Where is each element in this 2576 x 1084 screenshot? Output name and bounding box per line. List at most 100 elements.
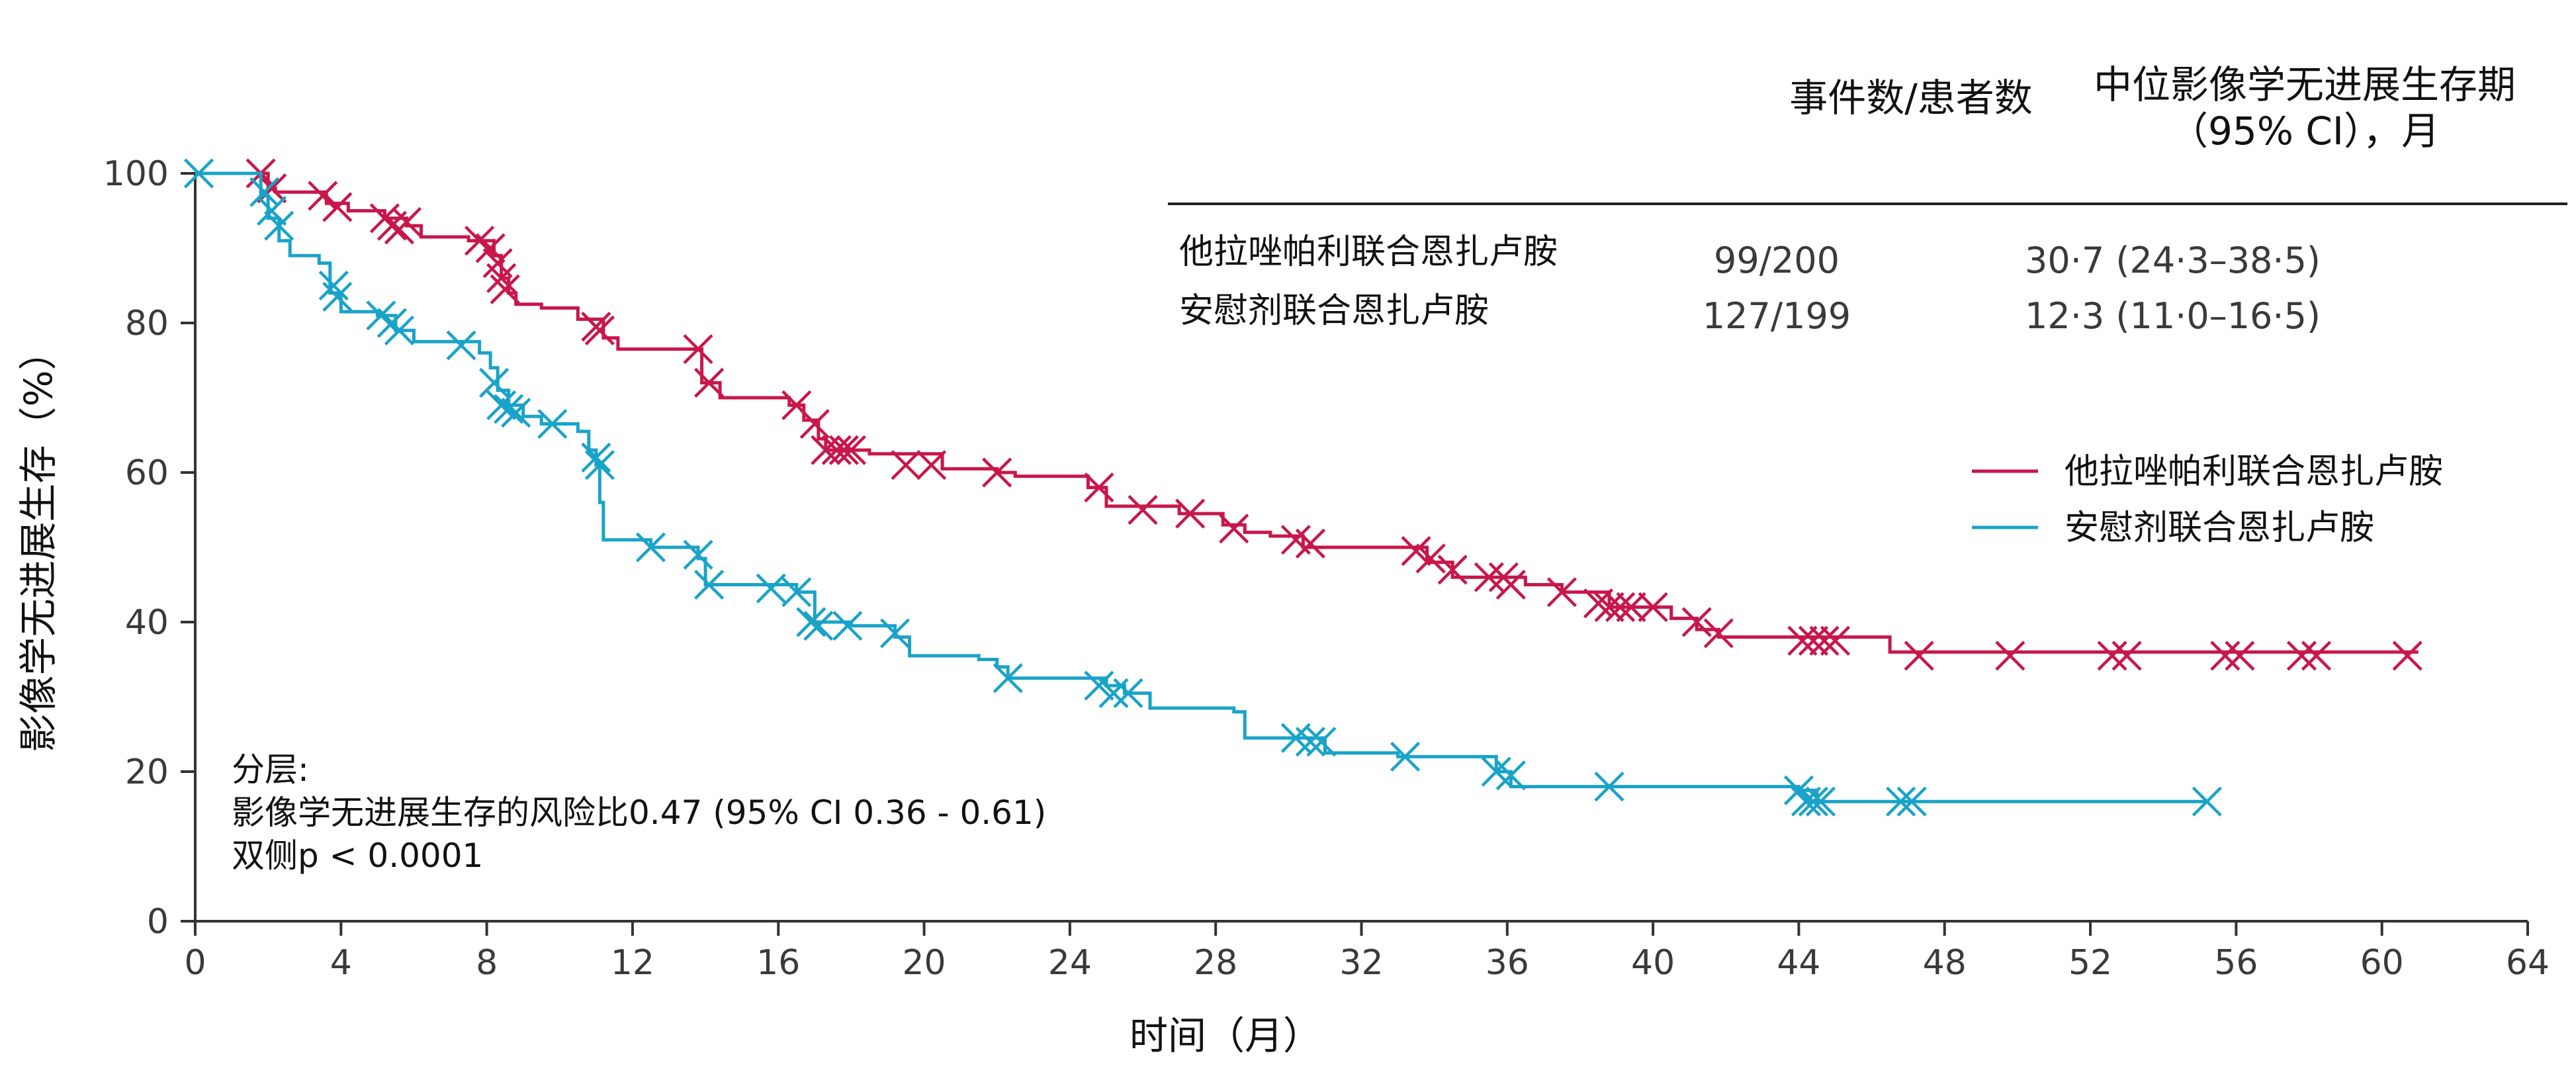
y-ticks: 0 20 40 60 80 100 xyxy=(103,154,195,942)
x-tick-label: 32 xyxy=(1339,943,1383,983)
table-row2-events: 127/199 xyxy=(1703,295,1851,337)
censor-mark xyxy=(537,408,568,439)
censor-mark xyxy=(1546,577,1577,608)
censor-mark xyxy=(264,210,294,241)
x-tick-label: 48 xyxy=(1923,943,1967,983)
censor-mark xyxy=(799,408,830,439)
censor-mark xyxy=(1896,786,1927,817)
table-header-events: 事件数/患者数 xyxy=(1789,75,2033,120)
legend-label-placebo: 安慰剂联合恩扎卢胺 xyxy=(2065,508,2374,548)
censor-mark xyxy=(1820,625,1851,656)
censor-mark xyxy=(1401,536,1431,566)
censor-mark xyxy=(2097,641,2127,671)
censor-mark xyxy=(1805,786,1836,817)
censor-mark xyxy=(828,435,859,465)
table-row1-name: 他拉唑帕利联合恩扎卢胺 xyxy=(1179,232,1558,272)
censor-mark xyxy=(1791,786,1822,817)
censor-mark xyxy=(446,330,476,361)
censor-mark xyxy=(683,539,713,570)
censor-mark xyxy=(1886,786,1916,817)
censor-mark xyxy=(183,158,214,189)
results-table: 事件数/患者数 中位影像学无进展生存期 （95% CI），月 他拉唑帕利联合恩扎… xyxy=(1168,62,2567,337)
series-layer xyxy=(183,158,2422,817)
table-row2-median: 12·3 (11·0–16·5) xyxy=(2025,295,2321,337)
y-tick-label: 20 xyxy=(125,752,169,792)
censor-mark xyxy=(318,270,349,301)
censor-mark xyxy=(1616,592,1646,622)
x-tick-label: 40 xyxy=(1631,943,1675,983)
censor-mark xyxy=(1681,607,1712,637)
censor-mark xyxy=(1437,555,1468,585)
censor-mark xyxy=(1495,569,1526,600)
axes: 0 4 8 12 16 20 24 28 32 36 40 44 48 52 56 60 64 02040608… xyxy=(103,154,2550,983)
censor-mark xyxy=(1594,772,1624,802)
x-tick-label: 16 xyxy=(756,943,800,983)
censor-mark xyxy=(821,435,852,465)
censor-mark xyxy=(1703,618,1734,649)
censor-mark xyxy=(1306,727,1337,757)
censor-mark xyxy=(486,390,517,420)
censor-mark xyxy=(2286,641,2317,671)
censor-mark xyxy=(584,315,615,345)
censor-mark xyxy=(1638,592,1668,622)
x-tick-label: 52 xyxy=(2068,943,2112,983)
censor-mark xyxy=(2225,641,2255,671)
x-tick-label: 36 xyxy=(1486,943,1529,983)
censor-mark xyxy=(501,398,531,428)
censor-mark xyxy=(1415,543,1446,574)
censor-mark xyxy=(494,394,524,424)
censor-mark xyxy=(982,457,1012,488)
censor-mark xyxy=(2301,641,2332,671)
x-tick-label: 44 xyxy=(1777,943,1820,983)
censor-mark xyxy=(1904,641,1934,671)
censor-mark xyxy=(2192,786,2222,817)
censor-mark xyxy=(803,611,834,641)
x-ticks: 0 4 8 12 16 20 24 28 32 36 40 44 48 52 56 60 64 xyxy=(184,921,2550,983)
x-tick-label: 12 xyxy=(611,943,654,983)
censor-mark xyxy=(1390,741,1421,772)
censor-mark xyxy=(2392,641,2422,671)
censor-mark xyxy=(836,435,867,465)
censor-mark xyxy=(1798,786,1829,817)
censor-mark xyxy=(1175,498,1206,529)
y-tick-label: 60 xyxy=(125,453,169,493)
censor-mark xyxy=(1474,562,1504,592)
censor-mark xyxy=(2111,641,2142,671)
x-tick-label: 20 xyxy=(902,943,946,983)
censor-mark xyxy=(635,532,666,563)
table-row1-events: 99/200 xyxy=(1714,240,1840,281)
censor-mark xyxy=(1495,760,1526,791)
censor-mark xyxy=(584,450,615,480)
censor-mark xyxy=(993,663,1023,694)
annotation-line1: 分层: xyxy=(232,750,309,789)
censor-mark xyxy=(1084,473,1114,503)
censor-mark xyxy=(1219,514,1249,544)
annotation-line2: 影像学无进展生存的风险比0.47 (95% CI 0.36 - 0.61) xyxy=(232,793,1046,832)
series-line xyxy=(195,171,2419,654)
censor-mark xyxy=(391,206,422,238)
x-axis-title: 时间（月） xyxy=(1130,1013,1321,1058)
censor-mark xyxy=(683,334,713,365)
y-tick-label: 80 xyxy=(125,304,169,343)
censor-mark xyxy=(781,577,812,608)
x-tick-label: 0 xyxy=(184,943,206,983)
censor-mark xyxy=(249,177,280,207)
censor-mark xyxy=(1295,727,1325,757)
censor-mark xyxy=(796,607,826,637)
x-tick-label: 4 xyxy=(330,943,352,983)
table-row1-median: 30·7 (24·3–38·5) xyxy=(2025,240,2321,281)
x-tick-label: 64 xyxy=(2506,943,2550,983)
censor-mark xyxy=(1128,494,1158,525)
y-tick-label: 100 xyxy=(103,154,169,194)
legend-label-talazoparib: 他拉唑帕利联合恩扎卢胺 xyxy=(2065,452,2443,492)
table-header-median-line2: （95% CI），月 xyxy=(2170,109,2440,154)
censor-mark xyxy=(1995,641,2025,671)
censor-mark xyxy=(891,450,921,480)
censor-mark xyxy=(2210,641,2241,671)
censor-mark xyxy=(1605,592,1636,622)
censor-mark xyxy=(756,573,786,604)
legend: 他拉唑帕利联合恩扎卢胺 安慰剂联合恩扎卢胺 xyxy=(1972,452,2443,548)
censor-mark xyxy=(1098,678,1129,708)
censor-mark xyxy=(257,195,287,226)
